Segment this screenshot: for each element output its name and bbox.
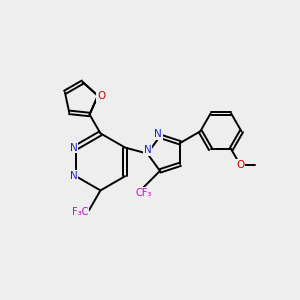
Text: N: N: [70, 142, 78, 153]
Text: O: O: [97, 91, 105, 101]
Text: CF₃: CF₃: [136, 188, 152, 198]
Text: O: O: [236, 160, 244, 170]
Text: F₃C: F₃C: [72, 207, 88, 217]
Text: N: N: [154, 129, 162, 139]
Text: N: N: [143, 146, 151, 155]
Text: N: N: [70, 171, 78, 181]
